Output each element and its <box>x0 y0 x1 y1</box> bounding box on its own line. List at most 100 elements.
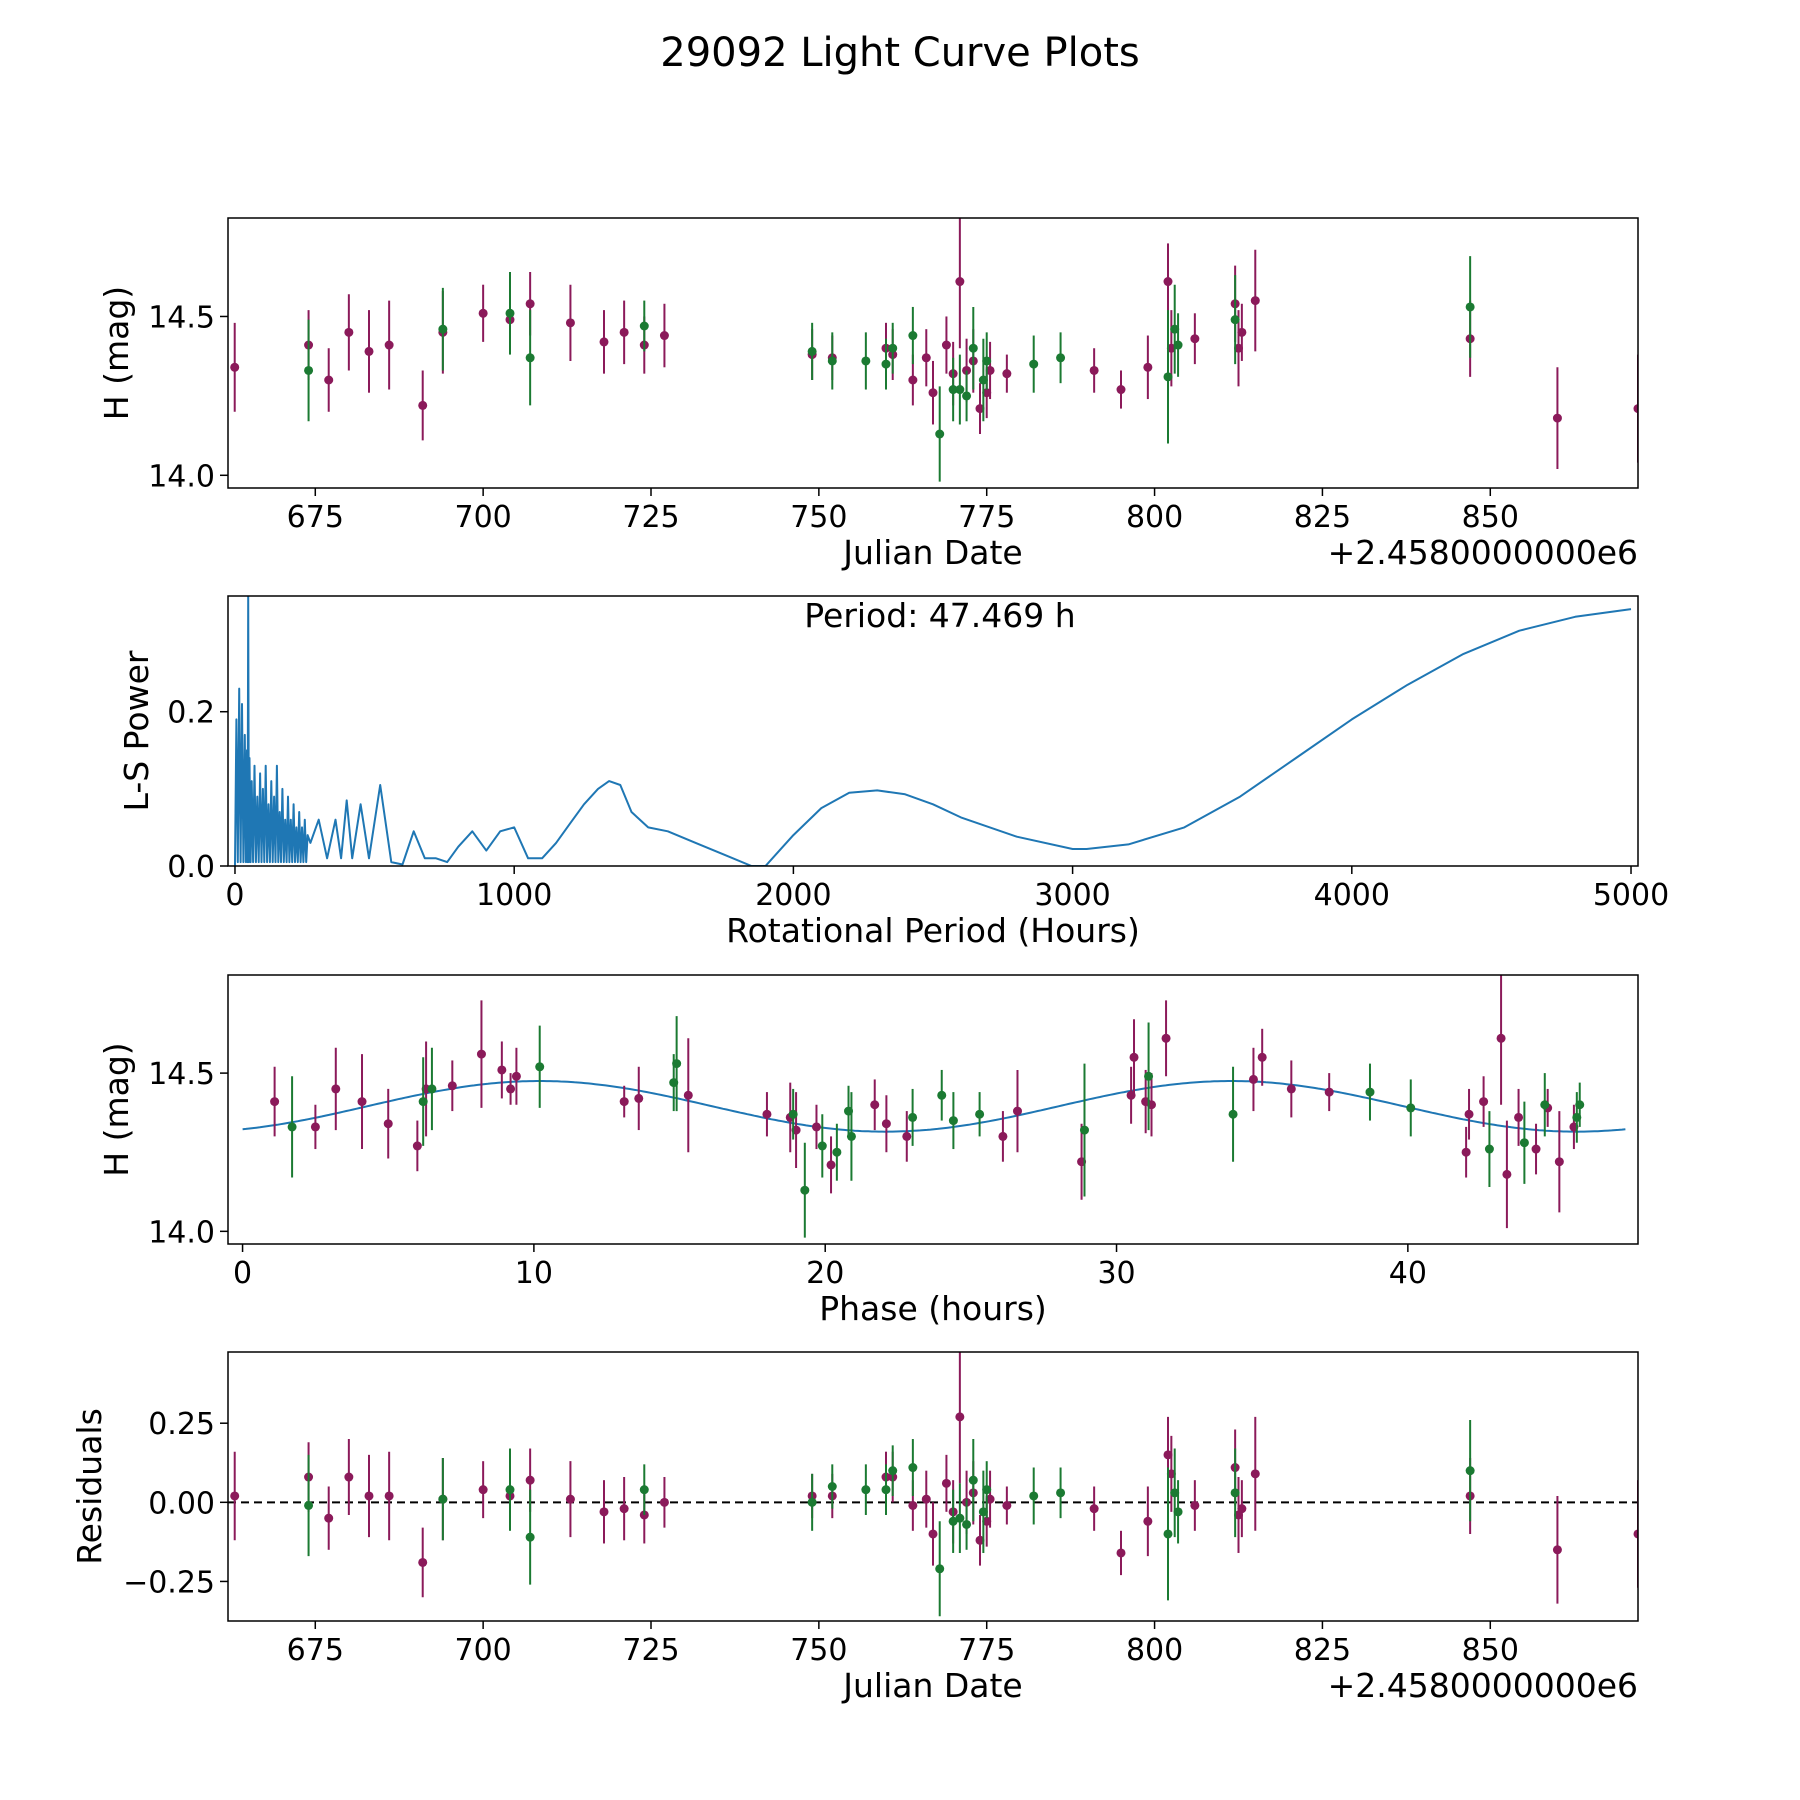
phased-xtick-label: 40 <box>1389 1256 1427 1291</box>
phased-magenta-point <box>1502 1169 1512 1179</box>
phased-green-point <box>788 1109 798 1119</box>
periodogram-annotation: Period: 47.469 h <box>804 596 1075 635</box>
phased-green-point <box>1406 1103 1416 1113</box>
residuals-offset-label: +2.4580000000e6 <box>1328 1666 1638 1705</box>
residuals-magenta-point <box>230 1491 240 1501</box>
phased-green-point <box>817 1141 827 1151</box>
residuals-green-point <box>861 1485 871 1495</box>
phased-green-point <box>1228 1109 1238 1119</box>
lightcurve-magenta-point <box>1002 369 1012 379</box>
lightcurve-magenta-point <box>384 340 394 350</box>
lightcurve-magenta-point <box>418 400 428 410</box>
residuals-xtick-label: 825 <box>1294 1633 1351 1668</box>
lightcurve-panel: 675 700 725 750 775 800 825 850 14.0 14.5 Julian D… <box>97 217 1639 572</box>
lightcurve-magenta-point <box>982 388 992 398</box>
phased-green-point <box>1519 1138 1529 1148</box>
phased-magenta-point <box>1324 1087 1334 1097</box>
periodogram-ytick-label: 0.0 <box>167 850 215 885</box>
phased-magenta-point <box>1496 1033 1506 1043</box>
residuals-green-point <box>827 1482 837 1491</box>
phased-magenta-point <box>902 1131 912 1141</box>
phased-magenta-point <box>412 1141 422 1151</box>
residuals-ylabel: Residuals <box>70 1408 109 1565</box>
phased-green-point <box>948 1116 958 1126</box>
phased-xtick-label: 30 <box>1097 1256 1135 1291</box>
lightcurve-magenta-point <box>928 388 938 398</box>
lightcurve-green-point <box>1163 372 1173 382</box>
lightcurve-green-point <box>1170 324 1180 334</box>
phased-magenta-point <box>826 1160 836 1170</box>
lightcurve-magenta-point <box>975 404 985 414</box>
residuals-green-point <box>639 1485 649 1495</box>
periodogram-ytick-label: 0.2 <box>167 696 215 731</box>
phased-green-point <box>427 1084 437 1094</box>
periodogram-xtick-label: 5000 <box>1593 878 1669 913</box>
phased-panel: 0 10 20 30 40 14.0 14.5 Phase (hours) H (mag) <box>97 974 1639 1328</box>
phased-magenta-point <box>497 1065 507 1075</box>
phased-model-curve <box>242 1080 1626 1133</box>
panels-container: 675 700 725 750 775 800 825 850 14.0 14.5 Julian D… <box>70 217 1669 1705</box>
residuals-green-point <box>438 1494 448 1504</box>
residuals-magenta-point <box>928 1529 938 1539</box>
residuals-green-point <box>1230 1488 1240 1498</box>
phased-data <box>242 975 1626 1238</box>
phased-magenta-point <box>1554 1157 1564 1167</box>
lightcurve-xtick-label: 725 <box>622 500 679 535</box>
residuals-green-point <box>908 1463 918 1473</box>
phased-green-point <box>832 1147 842 1157</box>
residuals-magenta-point <box>908 1500 918 1510</box>
lightcurve-green-point <box>827 356 837 366</box>
residuals-green-point <box>978 1507 988 1517</box>
periodogram-xtick-label: 1000 <box>476 878 552 913</box>
lightcurve-magenta-point <box>1234 343 1243 353</box>
residuals-green-point <box>304 1500 314 1510</box>
residuals-magenta-point <box>324 1513 334 1523</box>
residuals-green-point <box>1163 1529 1173 1539</box>
residuals-ytick-label: 0.25 <box>148 1407 215 1442</box>
lightcurve-magenta-point <box>1633 404 1638 414</box>
residuals-green-point <box>807 1497 817 1507</box>
residuals-magenta-point <box>1190 1500 1200 1510</box>
lightcurve-green-point <box>1230 315 1240 325</box>
periodogram-xtick-label: 2000 <box>755 878 831 913</box>
residuals-magenta-point <box>941 1478 951 1488</box>
lightcurve-green-point <box>639 321 649 331</box>
lightcurve-magenta-point <box>1166 343 1176 353</box>
periodogram-xtick-label: 0 <box>225 878 244 913</box>
lightcurve-magenta-point <box>478 308 488 318</box>
phased-xtick-label: 10 <box>515 1256 553 1291</box>
residuals-green-point <box>1056 1488 1066 1498</box>
phased-magenta-point <box>1461 1147 1471 1157</box>
phased-magenta-point <box>1286 1084 1296 1094</box>
phased-green-point <box>975 1109 985 1119</box>
lightcurve-xtick-label: 850 <box>1462 500 1519 535</box>
lightcurve-magenta-point <box>955 277 965 287</box>
phased-green-point <box>1079 1125 1089 1135</box>
lightcurve-magenta-point <box>599 337 609 347</box>
residuals-green-point <box>968 1475 978 1485</box>
periodogram-data <box>233 596 1632 866</box>
lightcurve-green-point <box>438 324 448 334</box>
residuals-xtick-label: 800 <box>1126 1633 1183 1668</box>
phased-green-point <box>1575 1100 1585 1110</box>
phased-green-point <box>937 1090 947 1100</box>
residuals-magenta-point <box>344 1472 354 1482</box>
residuals-green-point <box>935 1564 945 1574</box>
lightcurve-xtick-label: 700 <box>455 500 512 535</box>
lightcurve-ytick-label: 14.0 <box>148 459 215 494</box>
phased-magenta-point <box>447 1081 457 1091</box>
residuals-panel: 675 700 725 750 775 800 825 850 0.25 0.00 −0.25 Jul… <box>70 1351 1639 1705</box>
phased-green-point <box>846 1131 856 1141</box>
residuals-magenta-point <box>384 1491 394 1501</box>
lightcurve-green-point <box>935 429 945 439</box>
lightcurve-magenta-point <box>1237 327 1247 337</box>
phased-xtick-label: 20 <box>806 1256 844 1291</box>
residuals-xlabel: Julian Date <box>841 1666 1023 1705</box>
residuals-green-point <box>881 1485 891 1495</box>
phased-magenta-point <box>1479 1097 1489 1107</box>
phased-magenta-point <box>1514 1112 1524 1122</box>
phased-green-point <box>535 1062 545 1072</box>
periodogram-xtick-label: 3000 <box>1034 878 1110 913</box>
phased-magenta-point <box>811 1122 821 1132</box>
residuals-data <box>228 1352 1638 1617</box>
